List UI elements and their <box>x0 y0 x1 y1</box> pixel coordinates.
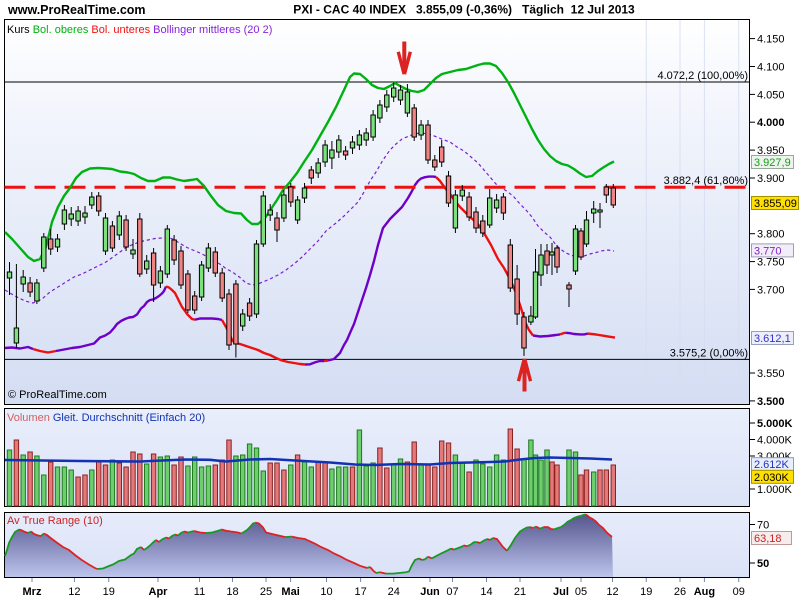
svg-text:Jul: Jul <box>553 586 569 598</box>
svg-text:3.700: 3.700 <box>757 284 785 296</box>
svg-text:3.575,2 (0,00%): 3.575,2 (0,00%) <box>670 348 748 360</box>
svg-text:4.000: 4.000 <box>757 117 785 129</box>
svg-text:07: 07 <box>446 586 458 598</box>
svg-text:www.ProRealTime.com: www.ProRealTime.com <box>7 3 146 17</box>
svg-text:11: 11 <box>194 586 205 598</box>
svg-text:12: 12 <box>606 586 618 598</box>
svg-text:3.927,9: 3.927,9 <box>754 157 791 169</box>
svg-text:70: 70 <box>757 520 769 532</box>
svg-text:4.072,2 (100,00%): 4.072,2 (100,00%) <box>657 70 748 82</box>
svg-text:3.612,1: 3.612,1 <box>754 333 791 345</box>
svg-text:17: 17 <box>354 586 366 598</box>
svg-text:26: 26 <box>674 586 686 598</box>
svg-text:Mrz: Mrz <box>23 586 42 598</box>
svg-text:2.030K: 2.030K <box>754 472 790 484</box>
svg-text:Av True Range (10): Av True Range (10) <box>7 515 103 527</box>
svg-text:24: 24 <box>388 586 400 598</box>
svg-text:25: 25 <box>260 586 272 598</box>
svg-text:3.882,4 (61,80%): 3.882,4 (61,80%) <box>664 175 748 187</box>
svg-text:PXI - CAC 40 INDEX 3.855,09: PXI - CAC 40 INDEX 3.855,09 (-0,36%) Täg… <box>293 3 635 17</box>
svg-text:1.000K: 1.000K <box>757 484 793 496</box>
svg-text:50: 50 <box>757 558 769 570</box>
svg-text:10: 10 <box>320 586 332 598</box>
svg-text:3.855,09: 3.855,09 <box>754 198 797 210</box>
svg-text:18: 18 <box>226 586 238 598</box>
svg-text:3.750: 3.750 <box>757 257 785 269</box>
svg-text:3.950: 3.950 <box>757 145 785 157</box>
svg-text:3.500: 3.500 <box>757 396 785 408</box>
svg-text:19: 19 <box>640 586 652 598</box>
svg-text:5.000K: 5.000K <box>757 418 793 430</box>
svg-text:12: 12 <box>68 586 80 598</box>
svg-text:14: 14 <box>480 586 492 598</box>
svg-text:4.050: 4.050 <box>757 89 785 101</box>
svg-text:4.100: 4.100 <box>757 62 785 74</box>
svg-text:Mai: Mai <box>281 586 299 598</box>
svg-text:21: 21 <box>514 586 526 598</box>
svg-text:Volumen Gleit. Durchschnitt (E: Volumen Gleit. Durchschnitt (Einfach 20) <box>7 412 205 424</box>
svg-text:2.612K: 2.612K <box>754 459 790 471</box>
svg-text:3.800: 3.800 <box>757 229 785 241</box>
svg-text:Jun: Jun <box>420 586 440 598</box>
svg-text:63,18: 63,18 <box>754 533 782 545</box>
svg-text:3.900: 3.900 <box>757 173 785 185</box>
svg-text:© ProRealTime.com: © ProRealTime.com <box>8 389 107 401</box>
svg-text:05: 05 <box>575 586 587 598</box>
svg-text:Aug: Aug <box>694 586 715 598</box>
svg-text:19: 19 <box>103 586 115 598</box>
svg-text:4.000K: 4.000K <box>757 435 793 447</box>
svg-text:3.770: 3.770 <box>754 245 782 257</box>
svg-text:4.150: 4.150 <box>757 34 785 46</box>
svg-text:09: 09 <box>733 586 745 598</box>
svg-text:Apr: Apr <box>149 586 169 598</box>
svg-text:3.550: 3.550 <box>757 368 785 380</box>
svg-text:Kurs Bol. oberes Bol. unteres: Kurs Bol. oberes Bol. unteres Bollinger … <box>7 24 272 36</box>
